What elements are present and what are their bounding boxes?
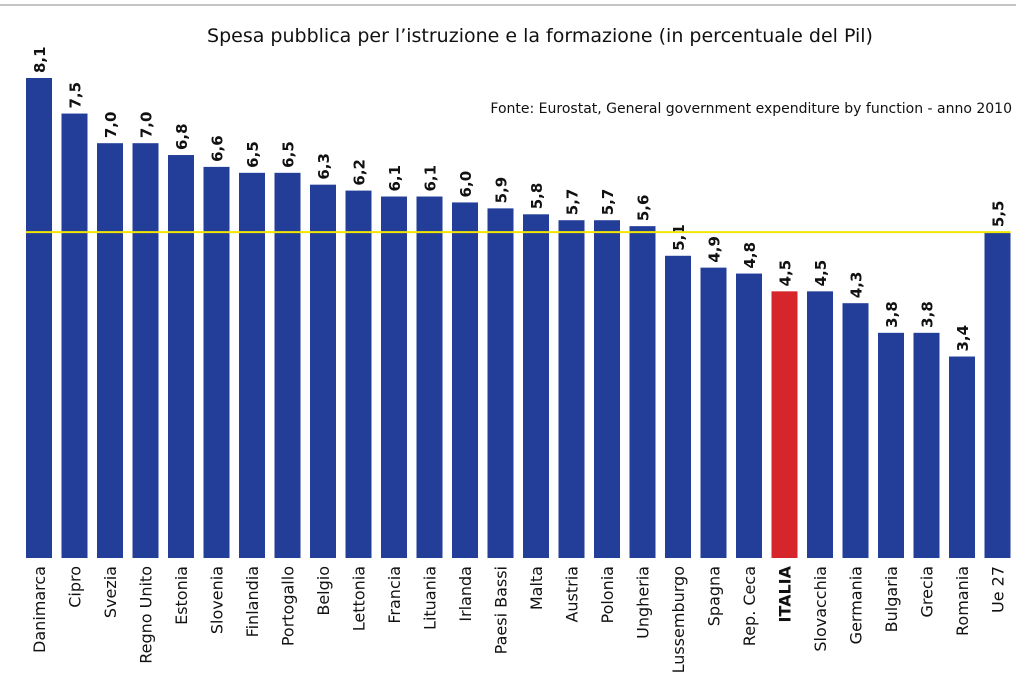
bar [665,255,691,558]
x-tick-label: Danimarca [30,566,49,653]
chart-title: Spesa pubblica per l’istruzione e la for… [207,25,873,47]
x-tick-label: Slovacchia [811,566,830,652]
value-label: 7,0 [102,112,120,139]
value-label: 5,9 [493,177,511,204]
bar [878,332,904,558]
value-label: 3,4 [954,325,972,352]
value-label: 6,0 [457,171,475,198]
bar [807,291,833,558]
bar [168,155,194,558]
value-label: 4,5 [777,260,795,287]
bar [487,208,514,559]
value-label: 4,8 [741,242,759,269]
bar [61,113,88,559]
value-label: 3,8 [919,301,937,328]
value-label: 5,5 [990,200,1008,227]
x-tick-label: Romania [953,566,972,636]
value-label: 6,3 [315,153,333,180]
bar [416,196,443,558]
x-tick-label: Estonia [172,566,191,625]
bar [913,332,940,558]
bar [310,184,336,558]
value-label: 6,2 [351,159,369,186]
value-label: 6,8 [173,123,191,150]
value-label: 4,3 [848,272,866,299]
value-label: 5,7 [599,189,617,216]
x-tick-label: Irlanda [456,566,475,622]
value-label: 5,7 [564,189,582,216]
x-tick-label: Lettonia [350,566,369,631]
value-label: 7,0 [138,112,156,139]
value-label: 5,8 [528,183,546,210]
x-tick-label: Malta [527,566,546,610]
value-label: 4,5 [812,260,830,287]
bar [984,232,1011,558]
x-tick-label: Paesi Bassi [492,566,511,654]
value-label: 4,9 [706,236,724,263]
x-tick-label: Regno Unito [137,566,156,664]
bar [842,303,869,558]
x-tick-label: Svezia [101,566,120,618]
bar [381,196,407,558]
value-label: 6,5 [244,141,262,168]
x-tick-label: Ue 27 [989,566,1008,613]
bar [771,291,798,558]
x-tick-label: Cipro [66,566,85,608]
value-label: 6,1 [422,165,440,192]
x-tick-label: Bulgaria [882,566,901,632]
value-label: 6,6 [209,135,227,162]
bar [949,356,975,558]
value-label: 5,6 [635,195,653,222]
x-tick-label: Lituania [421,566,440,630]
bar [736,273,762,558]
source-note: Fonte: Eurostat, General government expe… [490,101,1012,117]
bar [629,226,656,559]
bar [594,220,620,558]
bar [558,220,585,558]
x-tick-label: Austria [563,566,582,623]
bar [345,190,372,558]
value-label: 7,5 [67,82,85,109]
x-tick-label: ITALIA [776,565,795,622]
bar [97,143,123,558]
x-tick-label: Francia [385,566,404,624]
bar [274,172,301,558]
value-label: 6,1 [386,165,404,192]
bar [239,172,265,558]
bar [203,166,230,558]
x-tick-label: Grecia [918,566,937,618]
x-tick-label: Rep. Ceca [740,566,759,646]
bar [523,214,549,558]
bar [132,143,159,558]
bar [700,267,727,558]
x-tick-label: Finlandia [243,566,262,637]
x-tick-label: Spagna [705,566,724,626]
x-tick-label: Ungheria [634,566,653,639]
x-tick-label: Polonia [598,566,617,624]
x-tick-label: Germania [847,566,866,644]
x-tick-label: Lussemburgo [669,566,688,673]
x-tick-label: Slovenia [208,566,227,634]
value-label: 3,8 [883,301,901,328]
x-tick-label: Belgio [314,566,333,616]
value-label: 6,5 [280,141,298,168]
value-label: 8,1 [31,46,49,73]
value-label: 5,1 [670,224,688,251]
bar [452,202,478,558]
x-tick-label: Portogallo [279,566,298,646]
bar [26,78,52,558]
